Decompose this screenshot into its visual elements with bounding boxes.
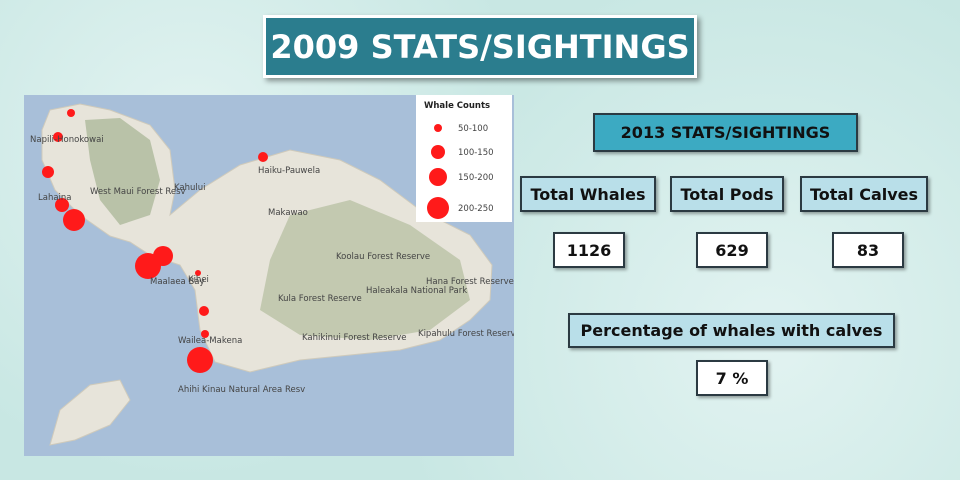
stat-value: 629 xyxy=(696,232,768,268)
stat-label: Total Calves xyxy=(800,176,928,212)
stat-label: Total Whales xyxy=(520,176,656,212)
whale-marker xyxy=(53,132,63,142)
place-label: Kahului xyxy=(174,183,206,193)
whale-marker xyxy=(199,306,209,316)
place-label: Makawao xyxy=(268,208,308,218)
haleakala-slopes xyxy=(260,200,470,340)
place-label: West Maui Forest Resv xyxy=(90,187,186,197)
percentage-label: Percentage of whales with calves xyxy=(568,313,895,348)
place-label: Kahikinui Forest Reserve xyxy=(302,333,406,343)
percentage-value: 7 % xyxy=(696,360,768,396)
stats-title: 2013 STATS/SIGHTINGS xyxy=(593,113,858,152)
legend-marker xyxy=(427,197,449,219)
place-label: Kihei xyxy=(188,275,209,285)
place-label: Hana Forest Reserve xyxy=(426,277,514,287)
whale-marker xyxy=(63,209,85,231)
legend-title: Whale Counts xyxy=(424,101,490,111)
place-label: Maalaea Bay xyxy=(150,277,205,287)
place-label: Napili-Honokowai xyxy=(30,135,104,145)
stat-value: 1126 xyxy=(553,232,625,268)
place-label: Ahihi Kinau Natural Area Resv xyxy=(178,385,305,395)
whale-marker xyxy=(135,253,161,279)
whale-marker xyxy=(187,347,213,373)
legend-label: 50-100 xyxy=(458,124,488,134)
place-label: Lahaina xyxy=(38,193,72,203)
whale-marker xyxy=(258,152,268,162)
place-label: Haleakala National Park xyxy=(366,286,467,296)
place-label: Haiku-Pauwela xyxy=(258,166,320,176)
place-label: Kula Forest Reserve xyxy=(278,294,362,304)
whale-marker xyxy=(201,330,209,338)
whale-marker xyxy=(55,198,69,212)
whale-marker xyxy=(67,109,75,117)
island-kahoolawe xyxy=(49,379,131,446)
whale-marker xyxy=(195,270,201,276)
stat-label: Total Pods xyxy=(670,176,784,212)
whale-marker xyxy=(42,166,54,178)
legend-label: 150-200 xyxy=(458,173,494,183)
stat-value: 83 xyxy=(832,232,904,268)
west-maui-mountains xyxy=(85,118,160,225)
legend-marker xyxy=(434,124,442,132)
slide-title: 2009 STATS/SIGHTINGS xyxy=(263,15,697,78)
legend-label: 100-150 xyxy=(458,148,494,158)
place-label: Wailea-Makena xyxy=(178,336,242,346)
legend-marker xyxy=(431,145,445,159)
legend-label: 200-250 xyxy=(458,204,494,214)
legend-marker xyxy=(429,168,447,186)
place-label: Kipahulu Forest Reserve xyxy=(418,329,514,339)
map: Napili-Honokowai Lahaina West Maui Fores… xyxy=(24,95,514,456)
place-label: Koolau Forest Reserve xyxy=(336,252,430,262)
whale-markers xyxy=(42,109,268,373)
